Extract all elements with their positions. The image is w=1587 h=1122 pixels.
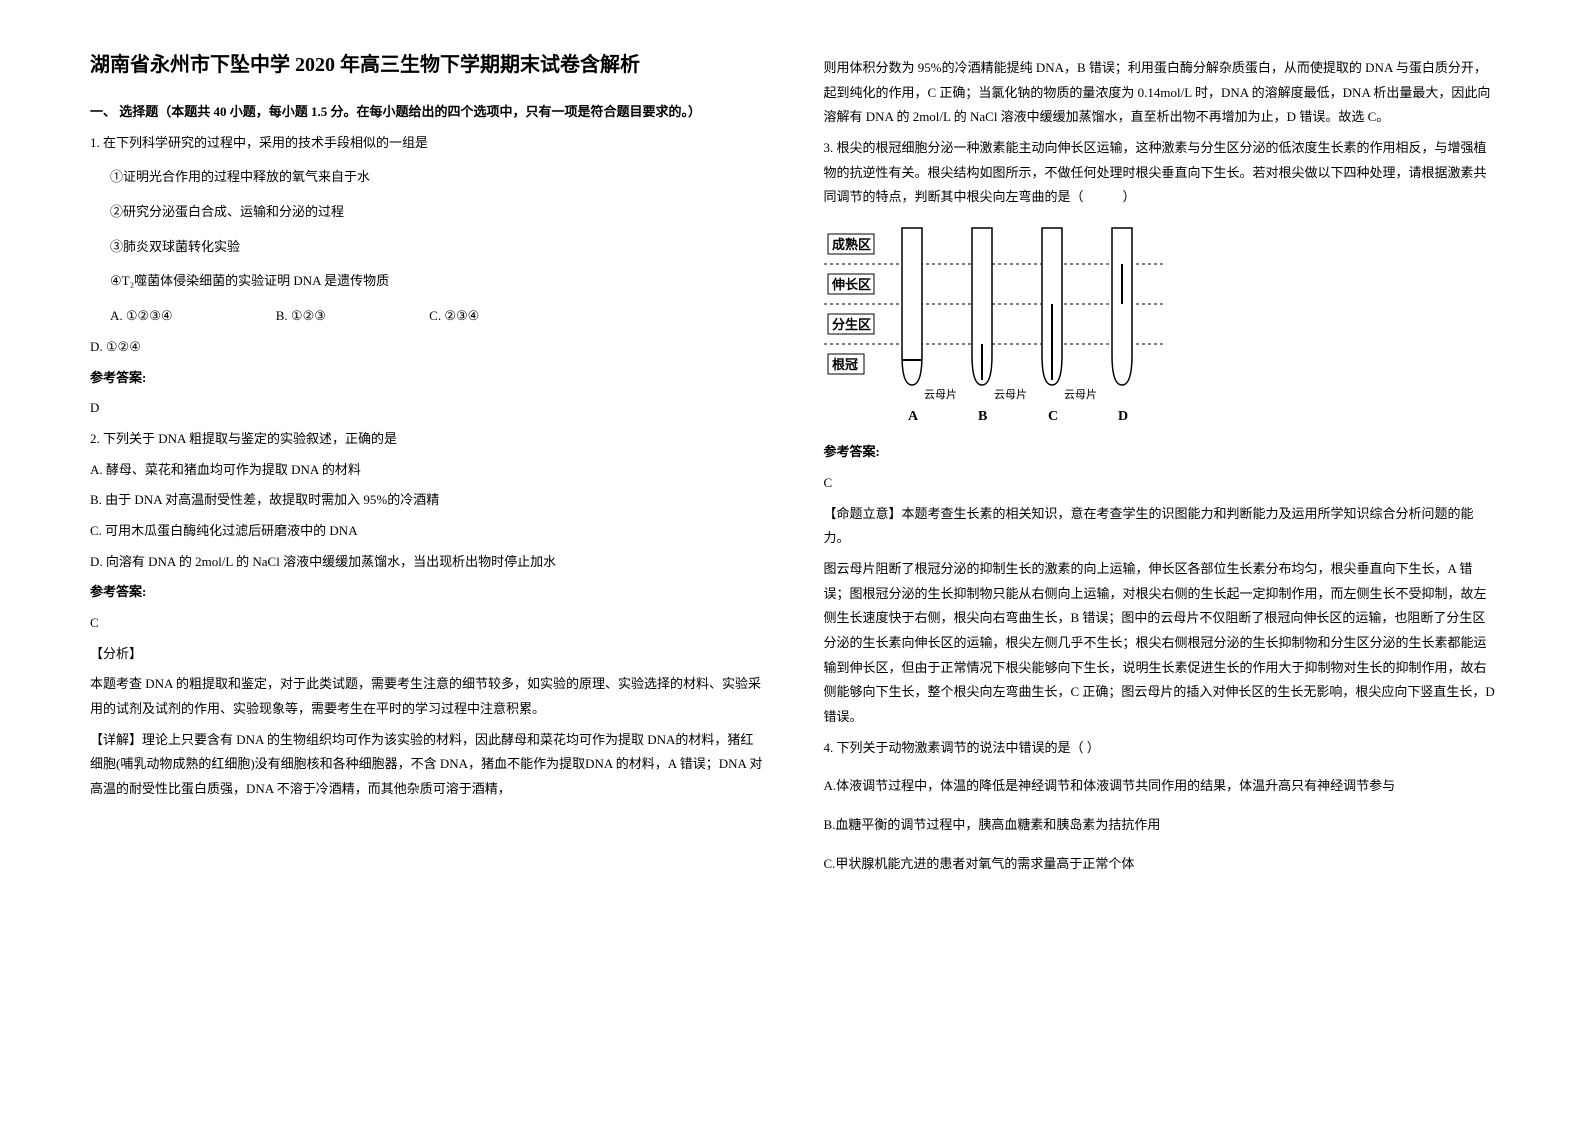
q3-intent-text: 本题考查生长素的相关知识，意在考查学生的识图能力和判断能力及运用所学知识综合分析…: [824, 506, 1474, 546]
label-meristem: 分生区: [832, 317, 871, 332]
q1-optC: C. ②③④: [429, 304, 479, 329]
q2-detail1: 理论上只要含有 DNA 的生物组织均可作为该实验的材料，因此酵母和菜花均可作为提…: [90, 732, 762, 796]
q3-intent: 【命题立意】本题考查生长素的相关知识，意在考查学生的识图能力和判断能力及运用所学…: [824, 502, 1498, 551]
q2-detail-head: 【详解】: [90, 732, 142, 747]
q1-options-row: A. ①②③④ B. ①②③ C. ②③④: [110, 304, 764, 329]
q3-intent-head: 【命题立意】: [824, 506, 902, 521]
q2-detail2: 则用体积分数为 95%的冷酒精能提纯 DNA，B 错误；利用蛋白酶分解杂质蛋白，…: [824, 56, 1498, 130]
q2-detail: 【详解】理论上只要含有 DNA 的生物组织均可作为该实验的材料，因此酵母和菜花均…: [90, 728, 764, 802]
q1-item2: ②研究分泌蛋白合成、运输和分泌的过程: [110, 200, 764, 225]
q4-optB: B.血糖平衡的调节过程中，胰高血糖素和胰岛素为拮抗作用: [824, 813, 1498, 838]
q2-stem: 2. 下列关于 DNA 粗提取与鉴定的实验叙述，正确的是: [90, 427, 764, 452]
q2-optA: A. 酵母、菜花和猪血均可作为提取 DNA 的材料: [90, 458, 764, 483]
q3-explanation: 图云母片阻断了根冠分泌的抑制生长的激素的向上运输，伸长区各部位生长素分布均匀，根…: [824, 557, 1498, 730]
q3-stem: 3. 根尖的根冠细胞分泌一种激素能主动向伸长区运输，这种激素与分生区分泌的低浓度…: [824, 136, 1498, 210]
q1-item4: ④T₂噬菌体侵染细菌的实验证明 DNA 是遗传物质: [110, 269, 764, 294]
q4-optA: A.体液调节过程中，体温的降低是神经调节和体液调节共同作用的结果，体温升高只有神…: [824, 774, 1498, 799]
q1-item3: ③肺炎双球菌转化实验: [110, 235, 764, 260]
q2-analysis-head: 【分析】: [90, 642, 764, 667]
q1-optA: A. ①②③④: [110, 304, 173, 329]
figC: C: [1048, 409, 1058, 424]
q3-answer: C: [824, 471, 1498, 496]
q3-answer-head: 参考答案:: [824, 440, 1498, 465]
mica-b: 云母片: [994, 388, 1027, 401]
q4-stem: 4. 下列关于动物激素调节的说法中错误的是（ ）: [824, 736, 1498, 761]
q2-optB: B. 由于 DNA 对高温耐受性差，故提取时需加入 95%的冷酒精: [90, 488, 764, 513]
q1-stem: 1. 在下列科学研究的过程中，采用的技术手段相似的一组是: [90, 131, 764, 156]
q2-answer: C: [90, 611, 764, 636]
q1-answer: D: [90, 396, 764, 421]
label-cap: 根冠: [832, 357, 858, 372]
label-elong: 伸长区: [831, 277, 871, 292]
figB: B: [978, 409, 987, 424]
q2-optC: C. 可用木瓜蛋白酶纯化过滤后研磨液中的 DNA: [90, 519, 764, 544]
figA: A: [908, 409, 919, 424]
q2-optD: D. 向溶有 DNA 的 2mol/L 的 NaCl 溶液中缓缓加蒸馏水，当出现…: [90, 550, 764, 575]
q3-figure: 成熟区 伸长区 分生区 根冠: [824, 220, 1164, 430]
document-title: 湖南省永州市下坠中学 2020 年高三生物下学期期末试卷含解析: [90, 50, 764, 80]
q4-optC: C.甲状腺机能亢进的患者对氧气的需求量高于正常个体: [824, 852, 1498, 877]
q2-answer-head: 参考答案:: [90, 580, 764, 605]
left-column: 湖南省永州市下坠中学 2020 年高三生物下学期期末试卷含解析 一、 选择题（本…: [60, 50, 794, 1092]
q1-item1: ①证明光合作用的过程中释放的氧气来自于水: [110, 165, 764, 190]
q1-optB: B. ①②③: [276, 304, 326, 329]
right-column: 则用体积分数为 95%的冷酒精能提纯 DNA，B 错误；利用蛋白酶分解杂质蛋白，…: [794, 50, 1528, 1092]
q1-optD: D. ①②④: [90, 335, 764, 360]
section-heading: 一、 选择题（本题共 40 小题，每小题 1.5 分。在每小题给出的四个选项中，…: [90, 100, 764, 125]
q1-answer-head: 参考答案:: [90, 366, 764, 391]
mica-c: 云母片: [1064, 388, 1097, 401]
mica-a: 云母片: [924, 388, 957, 401]
q2-analysis: 本题考查 DNA 的粗提取和鉴定，对于此类试题，需要考生注意的细节较多，如实验的…: [90, 672, 764, 721]
label-mature: 成熟区: [832, 237, 871, 252]
figD: D: [1118, 409, 1128, 424]
